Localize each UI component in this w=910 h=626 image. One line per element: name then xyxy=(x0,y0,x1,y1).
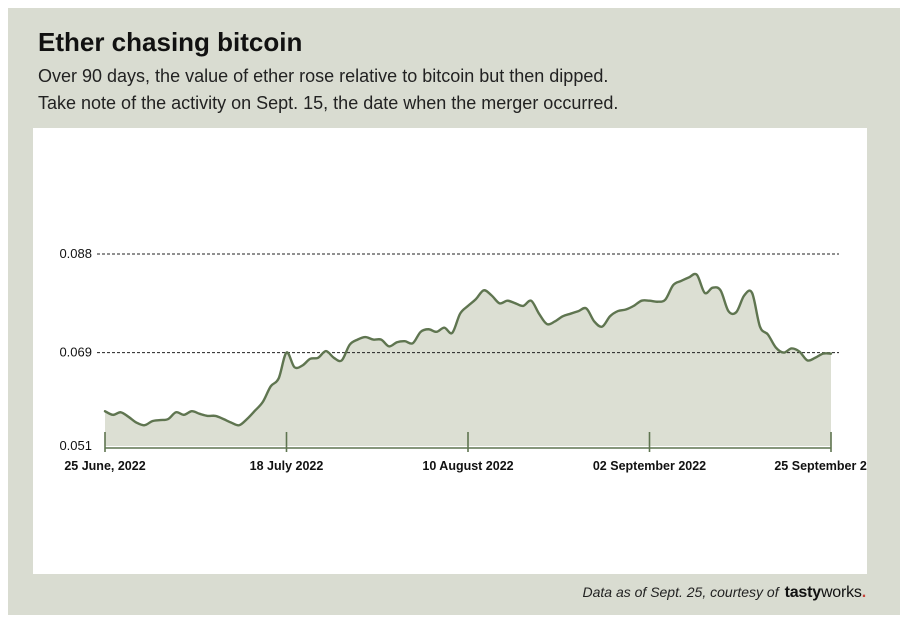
chart-frame: Ether chasing bitcoin Over 90 days, the … xyxy=(8,8,900,615)
logo-part-works: works xyxy=(820,584,862,601)
area-fill xyxy=(105,273,831,446)
x-tick-label-0: 25 June, 2022 xyxy=(64,459,145,473)
y-tick-label-0.069: 0.069 xyxy=(59,345,92,360)
logo-dot: . xyxy=(861,584,866,601)
chart-subtitle: Over 90 days, the value of ether rose re… xyxy=(38,63,878,117)
chart-title: Ether chasing bitcoin xyxy=(38,27,303,57)
series-line xyxy=(103,272,833,427)
x-tick-label-4: 25 September 2022 xyxy=(774,459,867,473)
source-footer: Data as of Sept. 25, courtesy of tastywo… xyxy=(582,584,866,602)
y-tick-label-0.051: 0.051 xyxy=(59,438,92,453)
source-note: Data as of Sept. 25, courtesy of xyxy=(582,584,779,600)
ether-btc-area-chart: 0.051 0.069 0.088 25 June, 2022 18 July 2022… xyxy=(59,246,867,473)
subtitle-line-2: Take note of the activity on Sept. 15, t… xyxy=(38,93,619,113)
chart-panel: 0.051 0.069 0.088 25 June, 2022 18 July 2022… xyxy=(33,128,867,574)
tastyworks-logo: tastyworks. xyxy=(784,584,867,602)
x-tick-label-3: 02 September 2022 xyxy=(593,459,706,473)
logo-part-tasty: tasty xyxy=(784,584,822,601)
y-tick-label-0.088: 0.088 xyxy=(59,246,92,261)
x-tick-label-1: 18 July 2022 xyxy=(250,459,324,473)
x-tick-label-2: 10 August 2022 xyxy=(422,459,513,473)
subtitle-line-1: Over 90 days, the value of ether rose re… xyxy=(38,66,609,86)
